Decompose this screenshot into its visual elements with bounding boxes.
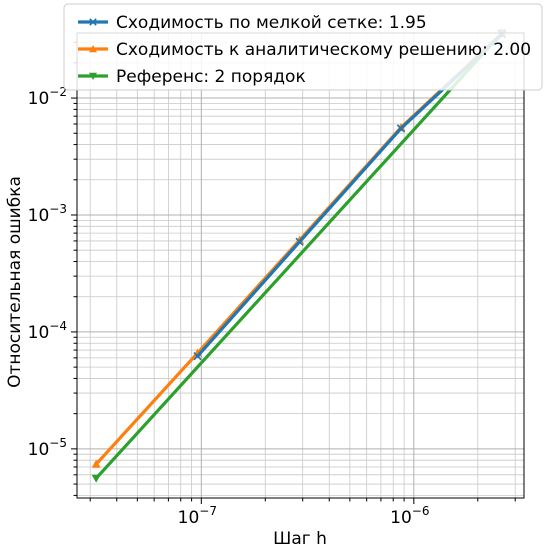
y-tick-exponent: −4 [49, 319, 67, 333]
legend-label: Референс: 2 порядок [116, 67, 306, 87]
data-point [91, 459, 101, 468]
legend-label: Сходимость к аналитическому решению: 2.0… [116, 40, 531, 60]
data-point [91, 474, 101, 483]
y-tick-exponent: −3 [49, 202, 67, 216]
y-tick-base: 10 [28, 323, 50, 343]
data-point [396, 124, 406, 133]
y-tick-label: 10−5 [28, 436, 67, 460]
major-gridlines [77, 33, 524, 498]
legend-swatch-marker [89, 72, 97, 80]
x-tick-exponent: −6 [412, 504, 430, 518]
x-axis-label: Шаг h [273, 529, 327, 549]
legend-entry: Референс: 2 порядок [78, 67, 306, 87]
legend-swatch-marker [89, 18, 97, 26]
y-tick-base: 10 [28, 89, 50, 109]
data-point [295, 237, 304, 246]
legend-label: Сходимость по мелкой сетке: 1.95 [116, 13, 427, 33]
y-tick-label: 10−2 [28, 85, 67, 109]
y-tick-label: 10−3 [28, 202, 67, 226]
x-tick-base: 10 [390, 508, 412, 528]
x-tick-label: 10−7 [178, 504, 217, 528]
x-tick-exponent: −7 [199, 504, 217, 518]
y-tick-base: 10 [28, 206, 50, 226]
legend-box [63, 3, 543, 91]
x-marker-stroke [295, 237, 304, 246]
legend-entry: Сходимость к аналитическому решению: 2.0… [78, 40, 531, 60]
legend-swatch-marker [89, 45, 97, 53]
legend-entry: Сходимость по мелкой сетке: 1.95 [78, 13, 427, 33]
y-tick-base: 10 [28, 440, 50, 460]
y-tick-exponent: −5 [49, 436, 67, 450]
legend: Сходимость по мелкой сетке: 1.95 Сходимос… [63, 3, 543, 91]
y-axis-label: Относительная ошибка [5, 176, 25, 388]
x-tick-label: 10−6 [390, 504, 429, 528]
x-marker-stroke [396, 124, 406, 133]
y-tick-label: 10−4 [28, 319, 67, 343]
x-tick-base: 10 [178, 508, 200, 528]
series-line [94, 31, 504, 480]
x-marker-stroke [193, 352, 202, 361]
x-marker-stroke [89, 18, 97, 26]
data-point [193, 352, 202, 361]
ticks-layer: 10−7 10−610−510−410−310−2 [28, 41, 516, 528]
y-tick-exponent: −2 [49, 85, 67, 99]
minor-gridlines [77, 33, 524, 498]
